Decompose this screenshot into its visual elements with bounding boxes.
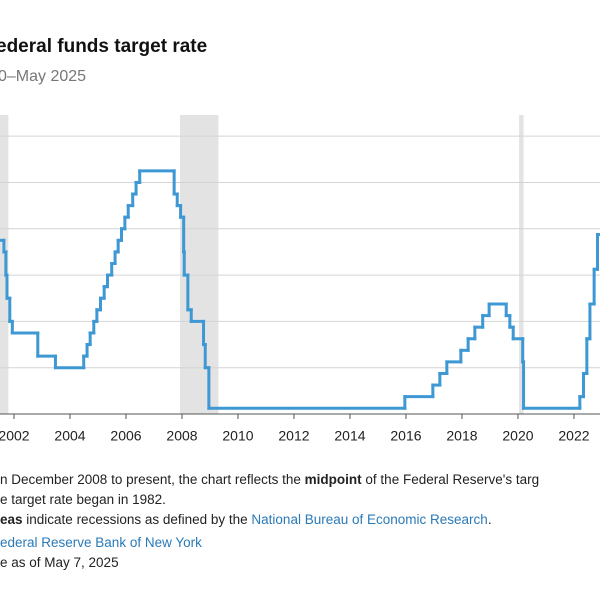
x-tick-label: 2002 — [0, 428, 30, 444]
x-tick-label: 2020 — [502, 428, 533, 444]
note: ederal Reserve Bank of New York — [0, 533, 600, 553]
x-tick-label: 2006 — [110, 428, 141, 444]
x-tick-label: 2004 — [54, 428, 85, 444]
plot-area — [0, 115, 600, 414]
note-text: of the Federal Reserve's targ — [361, 472, 540, 487]
x-tick-label: 2008 — [166, 428, 197, 444]
x-tick-label: 2012 — [278, 428, 309, 444]
note: e target rate began in 1982. — [0, 490, 600, 510]
note-text: midpoint — [304, 472, 362, 487]
x-tick-label: 2014 — [334, 428, 365, 444]
note-text: e as of May 7, 2025 — [0, 555, 119, 570]
link[interactable]: National Bureau of Economic Research — [251, 512, 488, 527]
link[interactable]: ederal Reserve Bank of New York — [0, 535, 202, 550]
note-text: n December 2008 to present, the chart re… — [0, 472, 305, 487]
note: n December 2008 to present, the chart re… — [0, 470, 600, 490]
recession-band — [519, 115, 524, 414]
notes: n December 2008 to present, the chart re… — [0, 470, 600, 573]
note-text: eas — [0, 512, 23, 527]
note-text: . — [487, 512, 492, 527]
recession-band — [0, 115, 9, 414]
x-axis: 2002 2004 2006 2008 2010 2012 2014 2016 2018 2020… — [0, 413, 600, 444]
recession-band — [180, 115, 219, 414]
x-tick-label: 2018 — [446, 428, 477, 444]
chart-subtitle: 0–May 2025 — [0, 68, 86, 85]
note-text: e target rate began in 1982. — [0, 492, 166, 507]
note: eas indicate recessions as defined by th… — [0, 510, 600, 530]
note: e as of May 7, 2025 — [0, 553, 600, 573]
note-text: indicate recessions as defined by the — [22, 512, 252, 527]
x-tick-label: 2016 — [390, 428, 421, 444]
chart: ederal funds target rate 0–May 2025 2002… — [0, 36, 600, 444]
chart-title: ederal funds target rate — [0, 36, 207, 57]
x-tick-label: 2010 — [222, 428, 253, 444]
x-tick-label: 2022 — [558, 428, 589, 444]
